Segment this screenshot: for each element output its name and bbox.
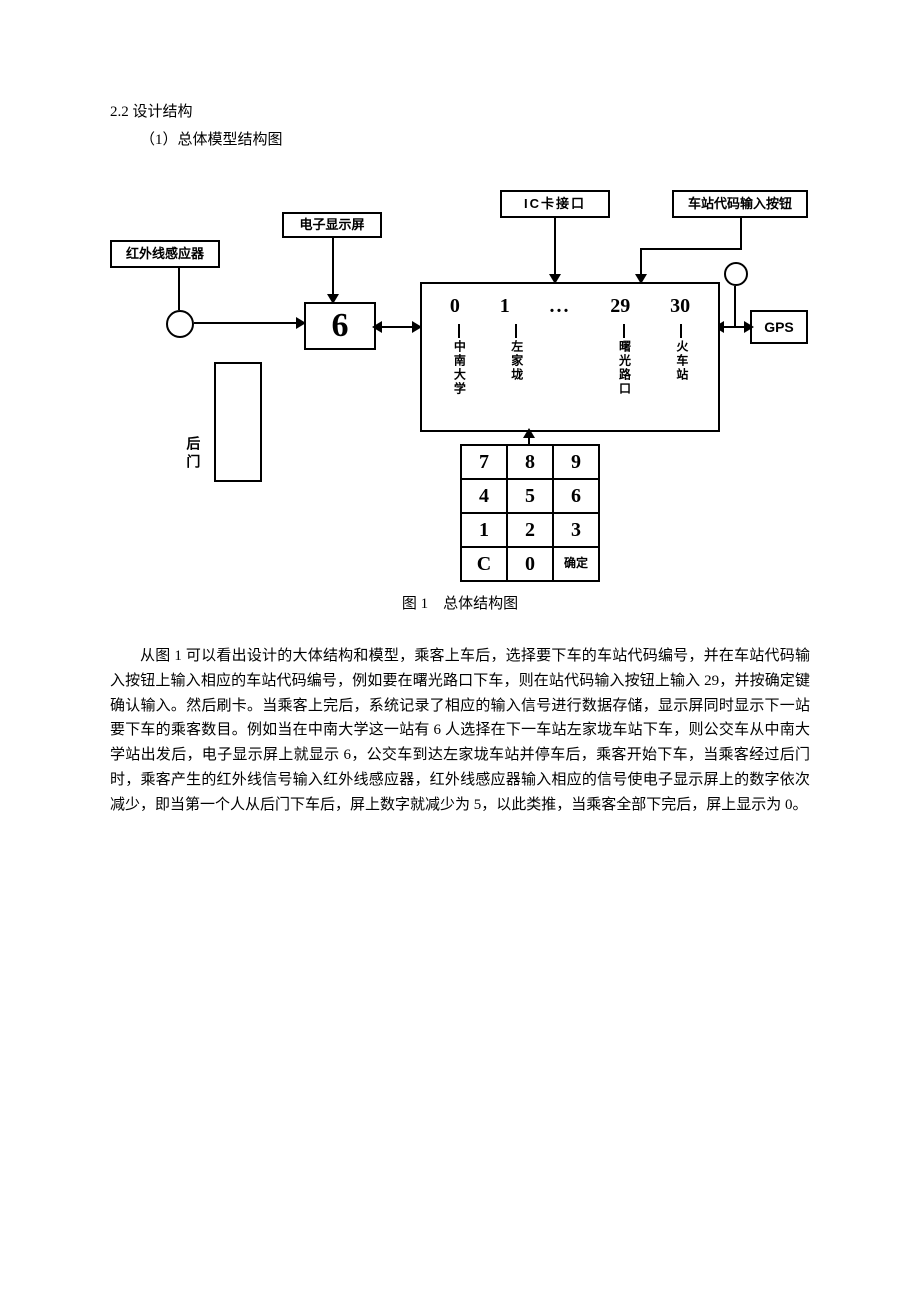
keypad-key[interactable]: 2 <box>507 513 553 547</box>
station-code: 0 <box>450 290 460 322</box>
keypad-key[interactable]: 1 <box>461 513 507 547</box>
station-name-row: 中南大学 左家垅 曙光路口 火车站 <box>422 324 718 396</box>
station-name: 火车站 <box>672 340 691 382</box>
station-code: 30 <box>670 290 690 322</box>
gps-node-icon <box>724 262 748 286</box>
display-label: 电子显示屏 <box>282 212 382 238</box>
gps-label: GPS <box>750 310 808 344</box>
arrow-head-icon <box>523 428 535 438</box>
sensor-node-icon <box>166 310 194 338</box>
keypad: 7 8 9 4 5 6 1 2 3 C 0 确定 <box>460 444 600 582</box>
station-code-row: 0 1 ... 29 30 <box>422 284 718 324</box>
rear-door-label: 后门 <box>180 436 202 472</box>
section-heading: 2.2 设计结构 <box>110 100 810 124</box>
keypad-key[interactable]: 5 <box>507 479 553 513</box>
figure-caption: 图 1 总体结构图 <box>110 592 810 616</box>
keypad-key[interactable]: 9 <box>553 445 599 479</box>
body-paragraph: 从图 1 可以看出设计的大体结构和模型，乘客上车后，选择要下车的车站代码编号，并… <box>110 644 810 817</box>
display-value-box: 6 <box>304 302 376 350</box>
station-name: 曙光路口 <box>614 340 633 396</box>
station-name: 中南大学 <box>449 340 468 396</box>
station-code: 29 <box>610 290 630 322</box>
arrow-line <box>640 248 742 250</box>
rear-door-box <box>214 362 262 482</box>
arrow-line <box>194 322 302 324</box>
keypad-key[interactable]: 3 <box>553 513 599 547</box>
keypad-key[interactable]: 4 <box>461 479 507 513</box>
keypad-key[interactable]: 0 <box>507 547 553 581</box>
station-code-label: 车站代码输入按钮 <box>672 190 808 218</box>
structure-diagram: IC卡接口 车站代码输入按钮 电子显示屏 红外线感应器 GPS 6 0 1 ..… <box>110 182 810 572</box>
station-code-ellipsis: ... <box>549 290 570 322</box>
keypad-key[interactable]: 8 <box>507 445 553 479</box>
arrow-line <box>332 238 334 300</box>
arrow-line <box>554 218 556 280</box>
station-code: 1 <box>500 290 510 322</box>
station-panel: 0 1 ... 29 30 中南大学 左家垅 曙光路口 火车站 <box>420 282 720 432</box>
arrow-line <box>734 286 736 326</box>
sub-heading: （1）总体模型结构图 <box>110 128 810 152</box>
ir-sensor-label: 红外线感应器 <box>110 240 220 268</box>
arrow-head-icon <box>744 321 754 333</box>
arrow-head-icon <box>372 321 382 333</box>
keypad-key[interactable]: 7 <box>461 445 507 479</box>
station-name: 左家垅 <box>507 340 526 382</box>
keypad-clear[interactable]: C <box>461 547 507 581</box>
ic-card-label: IC卡接口 <box>500 190 610 218</box>
keypad-key[interactable]: 6 <box>553 479 599 513</box>
arrow-line <box>740 218 742 248</box>
keypad-confirm[interactable]: 确定 <box>553 547 599 581</box>
arrow-line <box>178 268 180 310</box>
